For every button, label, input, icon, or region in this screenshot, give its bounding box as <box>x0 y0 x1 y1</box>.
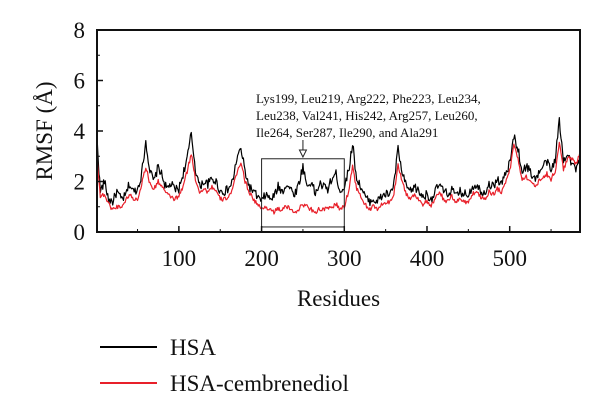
annotation-arrow-head <box>298 149 308 159</box>
y-axis-title: RMSF (Å) <box>32 81 57 180</box>
annotation-group: Lys199, Leu219, Arg222, Phe223, Leu234, L… <box>256 91 481 228</box>
y-tick-label-8: 8 <box>74 18 86 43</box>
x-tick-label-500: 500 <box>492 246 527 271</box>
x-tick-label-200: 200 <box>244 246 279 271</box>
legend: HSA HSA-cembrenediol <box>100 335 349 396</box>
legend-label-hsa: HSA <box>170 335 216 360</box>
x-tick-label-300: 300 <box>327 246 362 271</box>
y-tick-label-6: 6 <box>74 69 86 94</box>
annotation-line-3: Ile264, Ser287, Ile290, and Ala291 <box>256 125 438 140</box>
y-tick-label-2: 2 <box>74 170 86 195</box>
annotation-line-1: Lys199, Leu219, Arg222, Phe223, Leu234, <box>256 91 481 106</box>
highlight-box <box>261 158 345 228</box>
x-tick-label-400: 400 <box>410 246 445 271</box>
series-line-hsa <box>96 117 581 207</box>
x-axis-title: Residues <box>297 286 380 311</box>
y-tick-label-4: 4 <box>74 119 86 144</box>
series-line-hsa-cembrenediol <box>96 141 581 215</box>
annotation-line-2: Leu238, Val241, His242, Arg257, Leu260, <box>256 108 478 123</box>
plot-area <box>96 117 581 215</box>
x-tick-label-100: 100 <box>162 246 197 271</box>
legend-label-hsa-cembrenediol: HSA-cembrenediol <box>170 371 349 396</box>
axes: 0 2 4 6 8 100 200 300 400 500 <box>74 18 581 271</box>
y-tick-label-0: 0 <box>74 220 86 245</box>
